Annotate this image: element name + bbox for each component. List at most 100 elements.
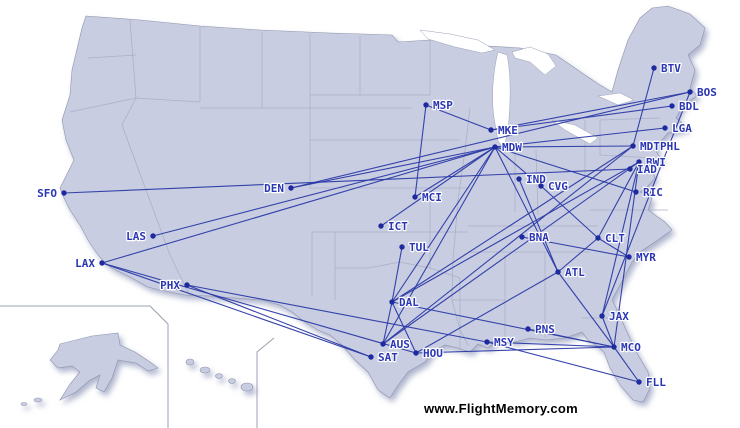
airport-dot-DAL: [389, 299, 395, 305]
route-PHX-MSY: [186, 284, 488, 343]
airport-label-IAD: IAD: [637, 163, 657, 176]
route-ATL-CLT: [557, 237, 599, 273]
airport-label-MYR: MYR: [636, 251, 656, 264]
airport-label-IND: IND: [526, 173, 546, 186]
airport-label-BOS: BOS: [697, 86, 717, 99]
route-CLT-BWI: [597, 161, 640, 239]
airport-label-MSY: MSY: [494, 336, 514, 349]
route-LAX-SAT: [101, 262, 372, 358]
route-DAL-AUS: [382, 301, 393, 345]
aleutian-island: [33, 397, 43, 403]
hawaii-island: [240, 382, 254, 392]
route-MCI-MDW: [414, 146, 496, 198]
route-SFO-IAD: [63, 168, 631, 194]
route-DEN-BOS: [290, 91, 691, 189]
lake-michigan: [492, 51, 511, 149]
route-PNS-MCO: [527, 328, 615, 348]
airport-label-BTV: BTV: [661, 62, 681, 75]
airport-dot-ATL: [555, 269, 561, 275]
airport-dot-MCI: [412, 194, 418, 200]
route-BTV-MDT: [632, 67, 655, 147]
airport-label-MCO: MCO: [621, 341, 641, 354]
airport-label-BNA: BNA: [529, 231, 549, 244]
airport-dot-MCO: [611, 344, 617, 350]
route-RIC-MDW: [494, 146, 637, 193]
route-BNA-MYR: [521, 236, 630, 258]
route-LAX-HOU: [101, 262, 417, 354]
conus-outline: [59, 5, 706, 403]
airport-dot-ICT: [378, 223, 384, 229]
route-IND-ATL: [518, 178, 559, 273]
route-DAL-BWI: [391, 161, 640, 303]
hawaii-island: [185, 358, 195, 366]
airport-label-BWI: BWI: [646, 156, 666, 169]
airport-dot-BOS: [687, 89, 693, 95]
airport-dot-CLT: [595, 235, 601, 241]
airport-label-HOU: HOU: [423, 347, 443, 360]
flightmemory-url: www.FlightMemory.com: [423, 401, 578, 416]
airport-dot-BTV: [651, 65, 657, 71]
hawaii-island: [215, 373, 223, 379]
lake-ontario: [597, 92, 635, 106]
route-MSP-MKE: [425, 104, 492, 131]
airport-dot-PHX: [184, 282, 190, 288]
airport-dot-HOU: [413, 350, 419, 356]
airport-dot-IAD: [627, 166, 633, 172]
airport-dot-BWI: [636, 159, 642, 165]
airport-dot-RIC: [633, 189, 639, 195]
airport-dot-LAS: [150, 233, 156, 239]
airport-label-DAL: DAL: [399, 296, 419, 309]
hawaii-inset-border: [256, 337, 275, 428]
airport-label-TUL: TUL: [409, 241, 429, 254]
hawaii-island: [228, 378, 236, 384]
airport-dot-LAX: [99, 260, 105, 266]
route-AUS-MDT: [382, 145, 634, 345]
airport-label-PNS: PNS: [535, 323, 555, 336]
airport-dot-MKE: [488, 127, 494, 133]
airport-dot-PNS: [525, 326, 531, 332]
lake-superior: [419, 29, 496, 54]
route-JAX-BOS: [601, 91, 691, 317]
airport-label-LAX: LAX: [75, 257, 95, 270]
route-MKE-BOS: [490, 91, 691, 131]
airport-label-ATL: ATL: [565, 266, 585, 279]
great-lakes: [419, 29, 635, 149]
airport-dot-DEN: [288, 185, 294, 191]
lake-erie: [551, 119, 599, 145]
airport-label-LGA: LGA: [672, 122, 692, 135]
route-HOU-MCO: [415, 346, 615, 354]
airport-dot-SFO: [61, 190, 67, 196]
airport-dot-MYR: [626, 254, 632, 260]
airport-dot-JAX: [599, 313, 605, 319]
alaska-inset: [49, 332, 159, 401]
route-LAX-MDW: [101, 146, 496, 264]
route-HOU-ATL: [415, 271, 559, 354]
hawaii-island: [199, 366, 211, 374]
airport-dot-MDT: [630, 143, 636, 149]
route-MSP-MCI: [414, 104, 427, 198]
airport-dot-TUL: [399, 244, 405, 250]
route-AUS-MDW: [382, 146, 496, 345]
route-MSY-MCO: [486, 341, 615, 348]
airport-dot-MSY: [484, 339, 490, 345]
airport-label-MKE: MKE: [498, 124, 518, 137]
route-ICT-MDW: [380, 146, 496, 227]
route-PHX-SAT: [186, 284, 372, 358]
airport-label-SAT: SAT: [378, 351, 398, 364]
airport-label-DEN: DEN: [264, 182, 284, 195]
airport-label-MCI: MCI: [422, 191, 442, 204]
route-MDW-ATL: [494, 146, 559, 273]
route-DAL-MDT: [391, 145, 634, 303]
alaska-inset-border: [0, 305, 169, 428]
route-lines: [63, 67, 691, 383]
airport-label-LAS: LAS: [126, 230, 146, 243]
route-TUL-DAL: [391, 246, 403, 303]
route-MKE-BDL: [490, 105, 673, 131]
airport-dot-FLL: [636, 379, 642, 385]
airport-dot-MDW: [492, 144, 498, 150]
usa-landmass: [20, 5, 706, 406]
airport-label-MDT: MDT: [640, 140, 660, 153]
route-ATL-MCO: [557, 271, 615, 348]
